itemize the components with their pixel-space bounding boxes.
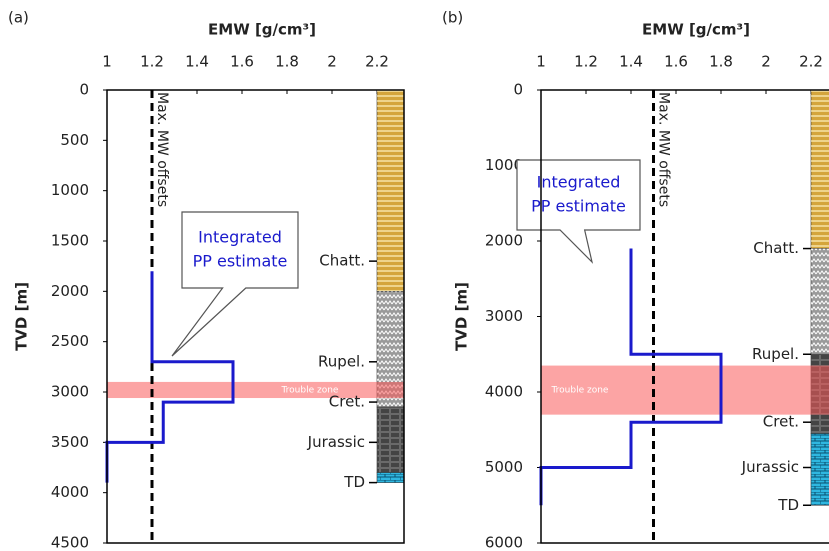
lithology-pattern xyxy=(811,433,829,506)
lithology-pattern xyxy=(811,248,829,355)
callout-text: Integrated xyxy=(198,228,282,247)
lithology-pattern xyxy=(811,90,829,249)
x-tick-label: 2 xyxy=(327,53,337,71)
y-tick-label: 2500 xyxy=(51,332,89,350)
callout xyxy=(516,159,641,264)
plot-frame xyxy=(106,89,405,544)
formation-label: Rupel. xyxy=(318,352,365,370)
y-tick-label: 0 xyxy=(513,81,523,99)
y-tick-label: 3000 xyxy=(51,383,89,401)
reference-label: Max. MW offsets xyxy=(154,92,170,207)
callout-text: PP estimate xyxy=(531,197,626,216)
x-tick-label: 1.6 xyxy=(664,53,688,71)
y-tick-label: 3500 xyxy=(51,433,89,451)
x-axis-title: EMW [g/cm³] xyxy=(208,21,316,39)
y-tick-label: 0 xyxy=(79,81,89,99)
x-tick-label: 1.8 xyxy=(709,53,733,71)
panel-label: (b) xyxy=(442,9,463,27)
plot-frame xyxy=(540,89,829,544)
y-tick-label: 1500 xyxy=(51,232,89,250)
y-axis-title: TVD [m] xyxy=(13,282,31,351)
y-tick-label: 2000 xyxy=(51,282,89,300)
y-tick-label: 1000 xyxy=(485,156,523,174)
pp-line xyxy=(105,271,235,483)
x-tick-label: 1 xyxy=(536,53,546,71)
x-tick-label: 2.2 xyxy=(799,53,823,71)
pp-line xyxy=(539,248,723,506)
x-tick-label: 1.4 xyxy=(185,53,209,71)
y-tick-label: 4000 xyxy=(485,383,523,401)
lithology-pattern xyxy=(377,472,404,483)
x-tick-label: 2 xyxy=(761,53,771,71)
callout-text: PP estimate xyxy=(193,252,288,271)
formation-label: TD xyxy=(343,473,365,491)
lithology-pattern xyxy=(377,90,404,292)
y-tick-label: 4000 xyxy=(51,483,89,501)
trouble-zone-label: Trouble zone xyxy=(281,385,339,395)
trouble-zone xyxy=(541,365,829,415)
formation-label: Rupel. xyxy=(752,345,799,363)
x-tick-label: 1.8 xyxy=(275,53,299,71)
x-axis-title: EMW [g/cm³] xyxy=(642,21,750,39)
callout-text: Integrated xyxy=(537,173,621,192)
y-tick-label: 4500 xyxy=(51,534,89,551)
callout xyxy=(171,211,299,357)
y-axis-title: TVD [m] xyxy=(453,282,471,351)
y-tick-label: 1000 xyxy=(51,181,89,199)
y-tick-label: 5000 xyxy=(485,458,523,476)
y-tick-label: 500 xyxy=(60,131,89,149)
x-tick-label: 1.2 xyxy=(140,53,164,71)
trouble-zone xyxy=(107,381,404,399)
formation-label: Jurassic xyxy=(307,433,365,451)
reference-label: Max. MW offsets xyxy=(656,92,672,207)
trouble-zone-label: Trouble zone xyxy=(551,386,609,396)
formation-label: Chatt. xyxy=(753,239,799,257)
x-tick-label: 1.4 xyxy=(619,53,643,71)
y-tick-label: 2000 xyxy=(485,232,523,250)
panel-label: (a) xyxy=(8,9,29,27)
y-tick-label: 3000 xyxy=(485,307,523,325)
x-tick-label: 1 xyxy=(102,53,112,71)
y-tick-label: 6000 xyxy=(485,534,523,551)
formation-label: Jurassic xyxy=(741,458,799,476)
lithology-pattern xyxy=(377,407,404,473)
x-tick-label: 1.2 xyxy=(574,53,598,71)
formation-label: Cret. xyxy=(329,393,365,411)
formation-label: TD xyxy=(777,496,799,514)
formation-label: Chatt. xyxy=(319,252,365,270)
x-tick-label: 2.2 xyxy=(365,53,389,71)
x-tick-label: 1.6 xyxy=(230,53,254,71)
formation-label: Cret. xyxy=(763,413,799,431)
